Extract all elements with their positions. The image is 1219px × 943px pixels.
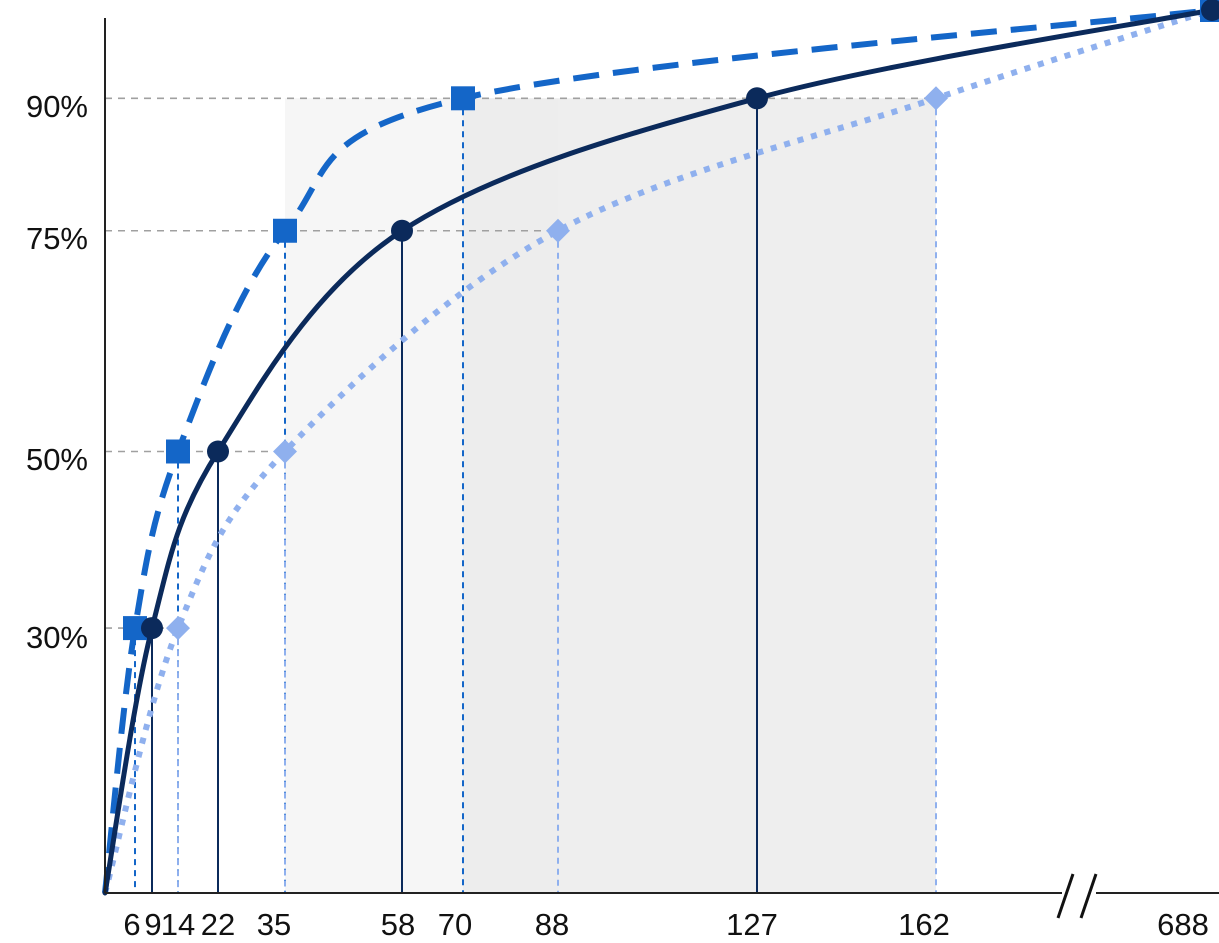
diamond-marker bbox=[924, 86, 948, 111]
x-tick-label: 162 bbox=[898, 907, 950, 942]
axis-break-mark bbox=[1056, 873, 1075, 919]
square-marker bbox=[166, 439, 190, 464]
x-tick-label: 70 bbox=[438, 907, 472, 942]
x-tick-labels: 6 9 14 22 35 58 70 88 127 162 688 bbox=[123, 907, 1208, 942]
percentile-grid-lines bbox=[105, 97, 936, 629]
x-tick-label: 9 bbox=[144, 907, 161, 942]
x-tick-label: 22 bbox=[201, 907, 235, 942]
y-tick-label: 50% bbox=[26, 442, 88, 477]
circle-marker bbox=[746, 87, 768, 110]
series-line-solid_navy bbox=[102, 7, 1215, 896]
square-marker bbox=[273, 218, 297, 243]
x-tick-label: 6 bbox=[123, 907, 140, 942]
axes bbox=[104, 18, 1219, 919]
diamond-marker bbox=[546, 218, 570, 243]
series-line-dotted_light bbox=[102, 7, 1213, 894]
y-tick-label: 75% bbox=[26, 221, 88, 256]
y-tick-label: 30% bbox=[26, 620, 88, 655]
x-tick-label: 14 bbox=[161, 907, 195, 942]
shaded-bands bbox=[285, 98, 936, 894]
percentile-drop-lines bbox=[134, 98, 937, 893]
shaded-band bbox=[463, 98, 936, 894]
diamond-marker bbox=[273, 439, 297, 464]
x-tick-label: 688 bbox=[1157, 907, 1209, 942]
x-tick-label: 127 bbox=[726, 907, 778, 942]
circle-marker bbox=[207, 440, 229, 463]
circle-marker bbox=[391, 219, 413, 242]
y-tick-label: 90% bbox=[26, 89, 88, 124]
circle-marker bbox=[1201, 0, 1219, 21]
axis-break-mark bbox=[1079, 873, 1098, 919]
series-markers bbox=[123, 0, 1219, 641]
x-tick-label: 88 bbox=[535, 907, 569, 942]
square-marker bbox=[451, 86, 475, 111]
x-tick-label: 35 bbox=[257, 907, 291, 942]
y-tick-labels: 30% 50% 75% 90% bbox=[26, 89, 88, 655]
diamond-marker bbox=[166, 616, 190, 641]
x-tick-label: 58 bbox=[381, 907, 415, 942]
circle-marker bbox=[141, 617, 163, 640]
